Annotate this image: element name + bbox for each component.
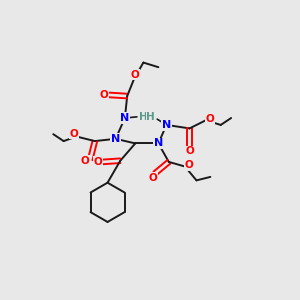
Text: H: H <box>146 112 155 122</box>
Text: N: N <box>111 134 120 144</box>
Text: O: O <box>94 157 102 167</box>
Text: H: H <box>139 112 148 122</box>
Text: O: O <box>99 90 108 100</box>
Text: O: O <box>185 146 194 157</box>
Text: O: O <box>206 114 214 124</box>
Text: O: O <box>70 129 78 139</box>
Text: N: N <box>162 120 171 130</box>
Text: N: N <box>120 113 130 123</box>
Text: O: O <box>81 156 89 166</box>
Text: O: O <box>185 160 194 170</box>
Text: O: O <box>148 173 157 183</box>
Text: N: N <box>154 138 163 148</box>
Text: O: O <box>131 70 140 80</box>
